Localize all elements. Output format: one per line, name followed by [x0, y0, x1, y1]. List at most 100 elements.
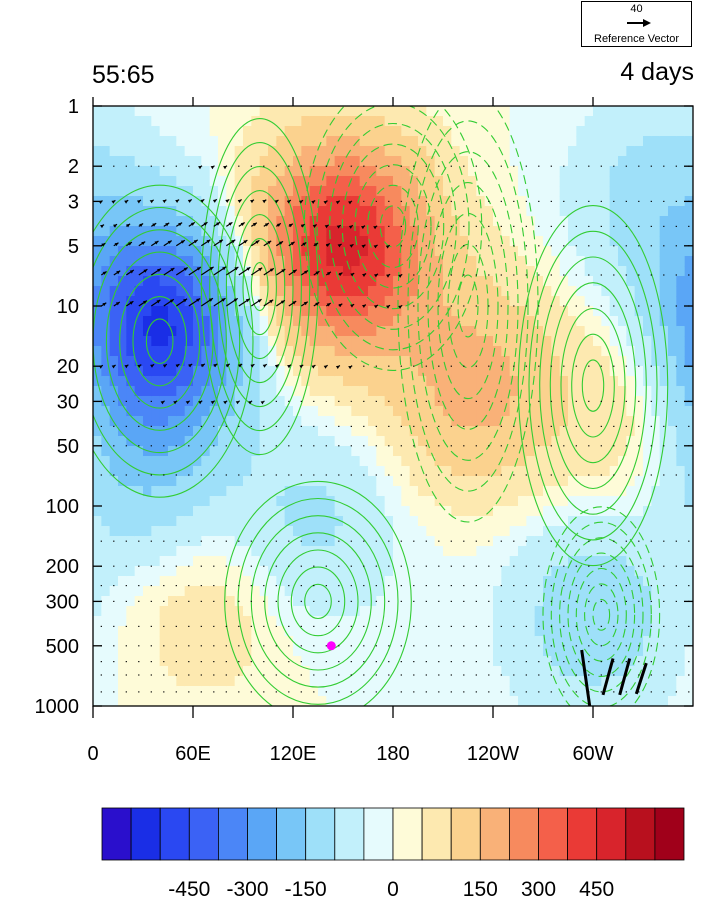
- shade-cell: [184, 446, 194, 457]
- shade-cell: [559, 616, 569, 627]
- shade-cell: [301, 406, 311, 417]
- shade-cell: [468, 496, 477, 507]
- shade-cell: [468, 106, 477, 117]
- shade-cell: [609, 606, 619, 617]
- shade-cell: [501, 286, 511, 297]
- shade-cell: [568, 566, 577, 577]
- shade-cell: [626, 156, 636, 167]
- shade-cell: [259, 246, 269, 257]
- shade-cell: [218, 506, 227, 517]
- vector-dot: [500, 365, 502, 367]
- shade-cell: [226, 476, 236, 487]
- shade-cell: [543, 346, 552, 357]
- shade-cell: [243, 236, 252, 247]
- shade-cell: [268, 206, 277, 217]
- shade-cell: [534, 146, 544, 157]
- shade-cell: [501, 666, 511, 677]
- shade-cell: [584, 526, 594, 537]
- vector-dot: [663, 165, 665, 167]
- vector-dot: [650, 225, 652, 227]
- vector-dot: [238, 425, 240, 427]
- shade-cell: [201, 386, 211, 397]
- shade-cell: [576, 466, 586, 477]
- shade-cell: [659, 496, 669, 507]
- shade-cell: [418, 146, 427, 157]
- shade-cell: [143, 566, 152, 577]
- shade-cell: [193, 526, 202, 537]
- vector-dot: [375, 400, 377, 402]
- shade-cell: [201, 486, 211, 497]
- contour-line: [539, 256, 647, 515]
- shade-cell: [126, 106, 136, 117]
- shade-cell: [526, 536, 536, 547]
- shade-cell: [218, 406, 227, 417]
- shade-cell: [559, 316, 569, 327]
- shade-cell: [676, 496, 686, 507]
- shade-cell: [159, 606, 169, 617]
- shade-cell: [384, 236, 394, 247]
- vector-dot: [413, 305, 415, 307]
- shade-cell: [284, 626, 294, 637]
- shade-cell: [443, 366, 452, 377]
- shade-cell: [159, 446, 169, 457]
- shade-cell: [293, 576, 302, 587]
- vector-arrowhead: [246, 267, 251, 271]
- shade-cell: [676, 186, 686, 197]
- shade-cell: [393, 506, 402, 517]
- shade-cell: [409, 646, 419, 657]
- contour-line: [417, 151, 519, 461]
- vector-dot: [413, 245, 415, 247]
- shade-cell: [234, 296, 244, 307]
- shade-cell: [501, 526, 511, 537]
- shade-cell: [193, 396, 202, 407]
- shade-cell: [543, 496, 552, 507]
- shade-cell: [543, 136, 552, 147]
- shade-cell: [618, 516, 627, 527]
- contour-lines: [93, 106, 669, 706]
- shade-cell: [301, 116, 311, 127]
- shade-cell: [443, 696, 452, 706]
- shade-cell: [484, 126, 494, 137]
- shade-cell: [568, 616, 577, 627]
- shade-cell: [451, 406, 461, 417]
- shade-cell: [551, 466, 561, 477]
- shade-cell: [459, 616, 469, 627]
- shade-cell: [526, 576, 536, 587]
- vector-arrowhead: [139, 223, 144, 227]
- vector-dot: [338, 400, 340, 402]
- shade-cell: [126, 586, 136, 597]
- shade-cell: [168, 536, 177, 547]
- contour-line: [367, 184, 419, 269]
- shade-cell: [284, 406, 294, 417]
- shade-cell: [684, 256, 693, 267]
- vector-dot: [463, 445, 465, 447]
- shade-cell: [551, 696, 561, 706]
- shade-cell: [618, 266, 627, 277]
- shade-cell: [268, 496, 277, 507]
- shade-cell: [476, 246, 486, 257]
- shade-cell: [593, 596, 602, 607]
- shade-cell: [551, 356, 561, 367]
- shade-cell: [143, 156, 152, 167]
- shade-cell: [418, 366, 427, 377]
- shade-cell: [651, 596, 661, 607]
- shade-cell: [309, 386, 319, 397]
- shade-cell: [684, 696, 693, 706]
- shade-cell: [543, 536, 552, 547]
- shade-cell: [368, 156, 377, 167]
- shade-cell: [301, 236, 311, 247]
- shade-cell: [601, 466, 611, 477]
- shade-cell: [609, 426, 619, 437]
- shade-cell: [368, 636, 377, 647]
- shade-cell: [276, 596, 286, 607]
- shade-cell: [359, 456, 369, 467]
- vector-dot: [450, 245, 452, 247]
- shade-cell: [251, 456, 261, 467]
- shade-cell: [151, 696, 161, 706]
- shade-cell: [134, 416, 144, 427]
- shade-cell: [443, 236, 452, 247]
- shade-cell: [534, 276, 544, 287]
- shade-cell: [184, 296, 194, 307]
- shade-cell: [226, 106, 236, 117]
- shade-cell: [134, 166, 144, 177]
